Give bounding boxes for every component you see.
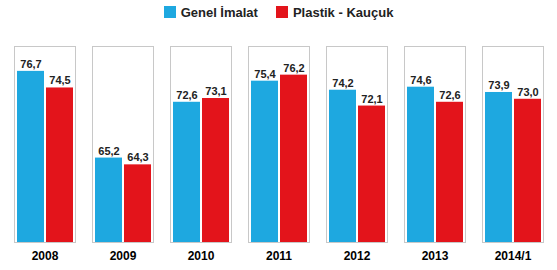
- svg-text:74,6: 74,6: [410, 74, 431, 86]
- svg-text:76,2: 76,2: [283, 62, 304, 74]
- svg-text:65,2: 65,2: [98, 145, 119, 157]
- svg-text:72,6: 72,6: [176, 89, 197, 101]
- html-text:Genel İmalat: Genel İmalat: [180, 4, 258, 20]
- svg-text:76,7: 76,7: [20, 58, 41, 70]
- svg-text:74,2: 74,2: [332, 77, 353, 89]
- svg-text:2012: 2012: [344, 249, 371, 263]
- svg-text:2014/1: 2014/1: [495, 249, 532, 263]
- svg-text:2008: 2008: [32, 249, 59, 263]
- html-text:Plastik - Kauçuk: Plastik - Kauçuk: [292, 4, 394, 20]
- svg-text:73,9: 73,9: [488, 79, 509, 91]
- svg-text:75,4: 75,4: [254, 68, 276, 80]
- svg-text:2011: 2011: [266, 249, 292, 263]
- svg-text:72,1: 72,1: [361, 93, 382, 105]
- svg-text:2013: 2013: [422, 249, 449, 263]
- svg-text:2009: 2009: [110, 249, 137, 263]
- svg-text:72,6: 72,6: [439, 89, 460, 101]
- svg-text:73,1: 73,1: [205, 85, 226, 97]
- svg-text:74,5: 74,5: [49, 74, 70, 86]
- svg-text:73,0: 73,0: [517, 86, 538, 98]
- svg-text:64,3: 64,3: [127, 151, 148, 163]
- svg-text:2010: 2010: [188, 249, 215, 263]
